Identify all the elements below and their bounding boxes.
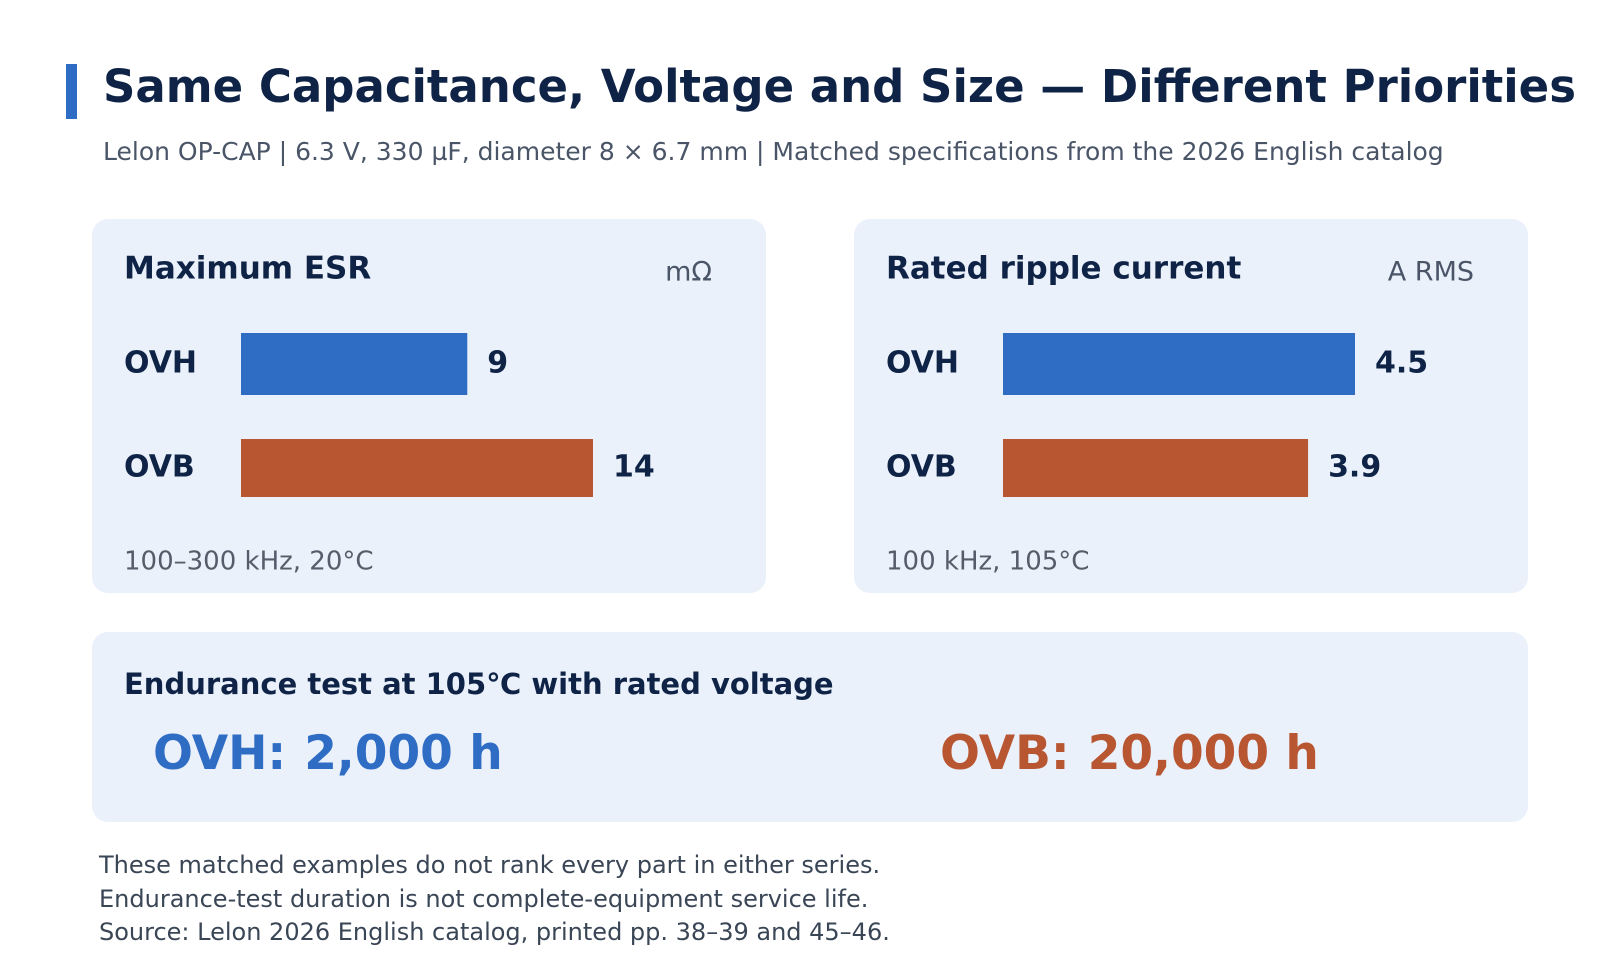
value-label: 9 xyxy=(487,346,508,381)
footnote: Source: Lelon 2026 English catalog, prin… xyxy=(99,918,890,946)
page-title: Same Capacitance, Voltage and Size — Dif… xyxy=(103,60,1576,113)
note: 100–300 kHz, 20°C xyxy=(124,547,374,577)
note: 100 kHz, 105°C xyxy=(886,547,1089,577)
panel xyxy=(92,219,766,593)
title-accent xyxy=(66,64,77,119)
chart-title: Rated ripple current xyxy=(886,251,1241,287)
endurance-label: OVB: xyxy=(940,726,1070,781)
unit: A RMS xyxy=(1388,257,1474,288)
category-label: OVH xyxy=(124,346,197,381)
endurance-label: OVH: xyxy=(153,726,286,781)
endurance-title: Endurance test at 105℃ with rated voltag… xyxy=(124,667,834,701)
endurance-item: OVB: 20,000 h xyxy=(940,726,1319,781)
bar xyxy=(241,439,593,497)
endurance-panel xyxy=(92,632,1528,822)
chart-title: Maximum ESR xyxy=(124,251,371,287)
category-label: OVH xyxy=(886,346,959,381)
endurance-value: 2,000 h xyxy=(304,726,503,781)
bar xyxy=(241,333,468,395)
endurance-item: OVH: 2,000 h xyxy=(153,726,503,781)
unit: mΩ xyxy=(665,257,712,288)
value-label: 3.9 xyxy=(1328,450,1381,485)
value-label: 4.5 xyxy=(1375,346,1428,381)
panel xyxy=(854,219,1528,593)
endurance-value: 20,000 h xyxy=(1088,726,1319,781)
bar xyxy=(1003,439,1309,497)
value-label: 14 xyxy=(613,450,655,485)
subtitle: Lelon OP-CAP | 6.3 V, 330 µF, diameter 8… xyxy=(103,137,1444,166)
bar xyxy=(1003,333,1355,395)
category-label: OVB xyxy=(124,450,195,485)
category-label: OVB xyxy=(886,450,957,485)
footnote: Endurance-test duration is not complete-… xyxy=(99,885,868,913)
footnote: These matched examples do not rank every… xyxy=(98,851,880,879)
